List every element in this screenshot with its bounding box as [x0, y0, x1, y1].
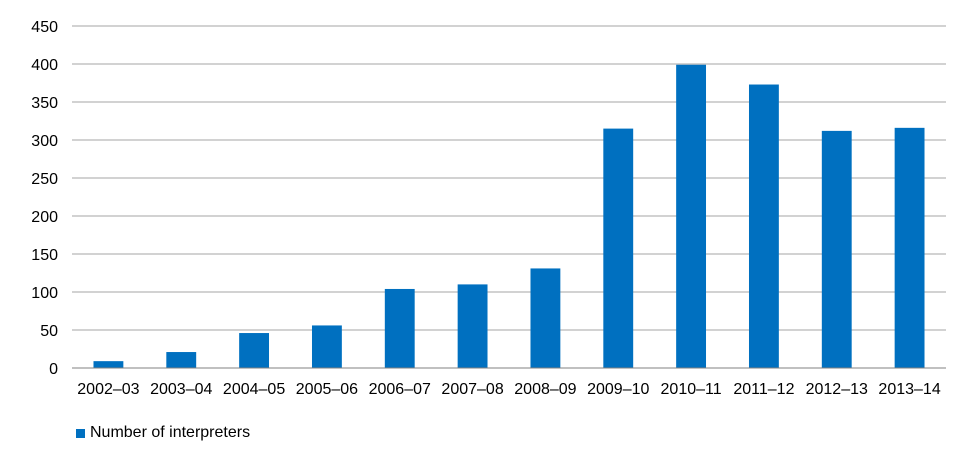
bar [93, 361, 124, 368]
y-tick-label: 250 [31, 171, 58, 188]
bar [166, 352, 197, 368]
y-tick-label: 400 [31, 57, 58, 74]
bar [530, 268, 561, 368]
bar [311, 325, 342, 368]
bar [676, 64, 707, 368]
y-tick-label: 100 [31, 285, 58, 302]
y-axis-tick-labels: 0 50 100 150 200 250 300 350 400 450 [31, 19, 58, 378]
x-tick-label: 2005–06 [296, 381, 358, 398]
x-axis-tick-labels: 2002–03 2003–04 2004–05 2005–06 2006–07 2007–… [77, 381, 941, 398]
y-tick-label: 300 [31, 133, 58, 150]
x-tick-label: 2011–12 [733, 381, 794, 398]
y-tick-label: 50 [40, 323, 58, 340]
legend-label: Number of interpreters [90, 424, 251, 441]
bars [93, 64, 925, 369]
x-tick-label: 2013–14 [878, 381, 940, 398]
legend-swatch [76, 428, 85, 438]
x-tick-label: 2012–13 [806, 381, 868, 398]
bar [603, 128, 634, 368]
x-tick-label: 2002–03 [77, 381, 139, 398]
bar [748, 84, 779, 369]
y-tick-label: 200 [31, 209, 58, 226]
x-tick-label: 2003–04 [150, 381, 212, 398]
x-tick-label: 2010–11 [661, 381, 722, 398]
y-tick-label: 350 [31, 95, 58, 112]
y-tick-label: 0 [49, 361, 58, 378]
x-tick-label: 2007–08 [441, 381, 503, 398]
x-tick-label: 2008–09 [514, 381, 576, 398]
bar [894, 127, 925, 368]
x-tick-label: 2006–07 [369, 381, 431, 398]
y-tick-label: 150 [31, 247, 58, 264]
bar [821, 130, 852, 368]
x-tick-label: 2004–05 [223, 381, 285, 398]
bar [457, 284, 488, 368]
bar [239, 333, 270, 368]
bar [384, 288, 415, 368]
legend: Number of interpreters [76, 424, 250, 442]
x-tick-label: 2009–10 [587, 381, 649, 398]
y-tick-label: 450 [31, 19, 58, 36]
gridlines [72, 25, 946, 331]
